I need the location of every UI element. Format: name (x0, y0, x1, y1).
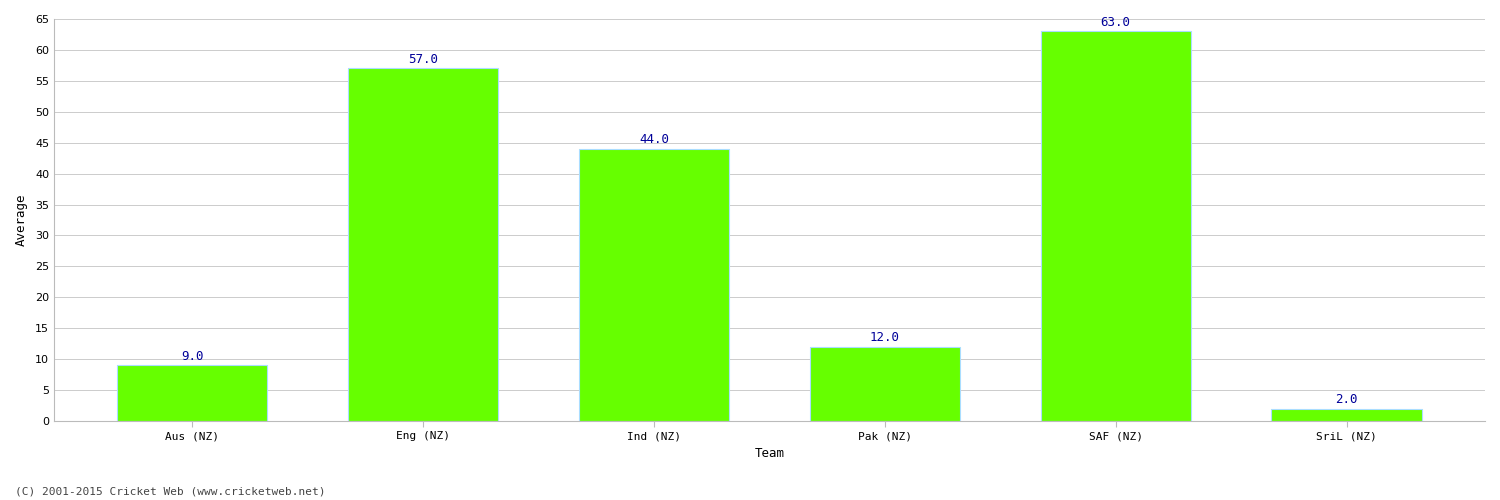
Bar (810, 347, 960, 421)
Bar (117, 366, 267, 421)
Text: 2.0: 2.0 (1335, 393, 1358, 406)
Text: 12.0: 12.0 (870, 332, 900, 344)
Bar (1272, 408, 1422, 421)
Text: 57.0: 57.0 (408, 53, 438, 66)
X-axis label: Team: Team (754, 447, 784, 460)
Bar (348, 68, 498, 421)
Text: 44.0: 44.0 (639, 134, 669, 146)
Y-axis label: Average: Average (15, 194, 28, 246)
Text: 9.0: 9.0 (182, 350, 204, 363)
Bar (579, 149, 729, 421)
Text: (C) 2001-2015 Cricket Web (www.cricketweb.net): (C) 2001-2015 Cricket Web (www.cricketwe… (15, 487, 326, 497)
Bar (1041, 32, 1191, 421)
Text: 63.0: 63.0 (1101, 16, 1131, 29)
